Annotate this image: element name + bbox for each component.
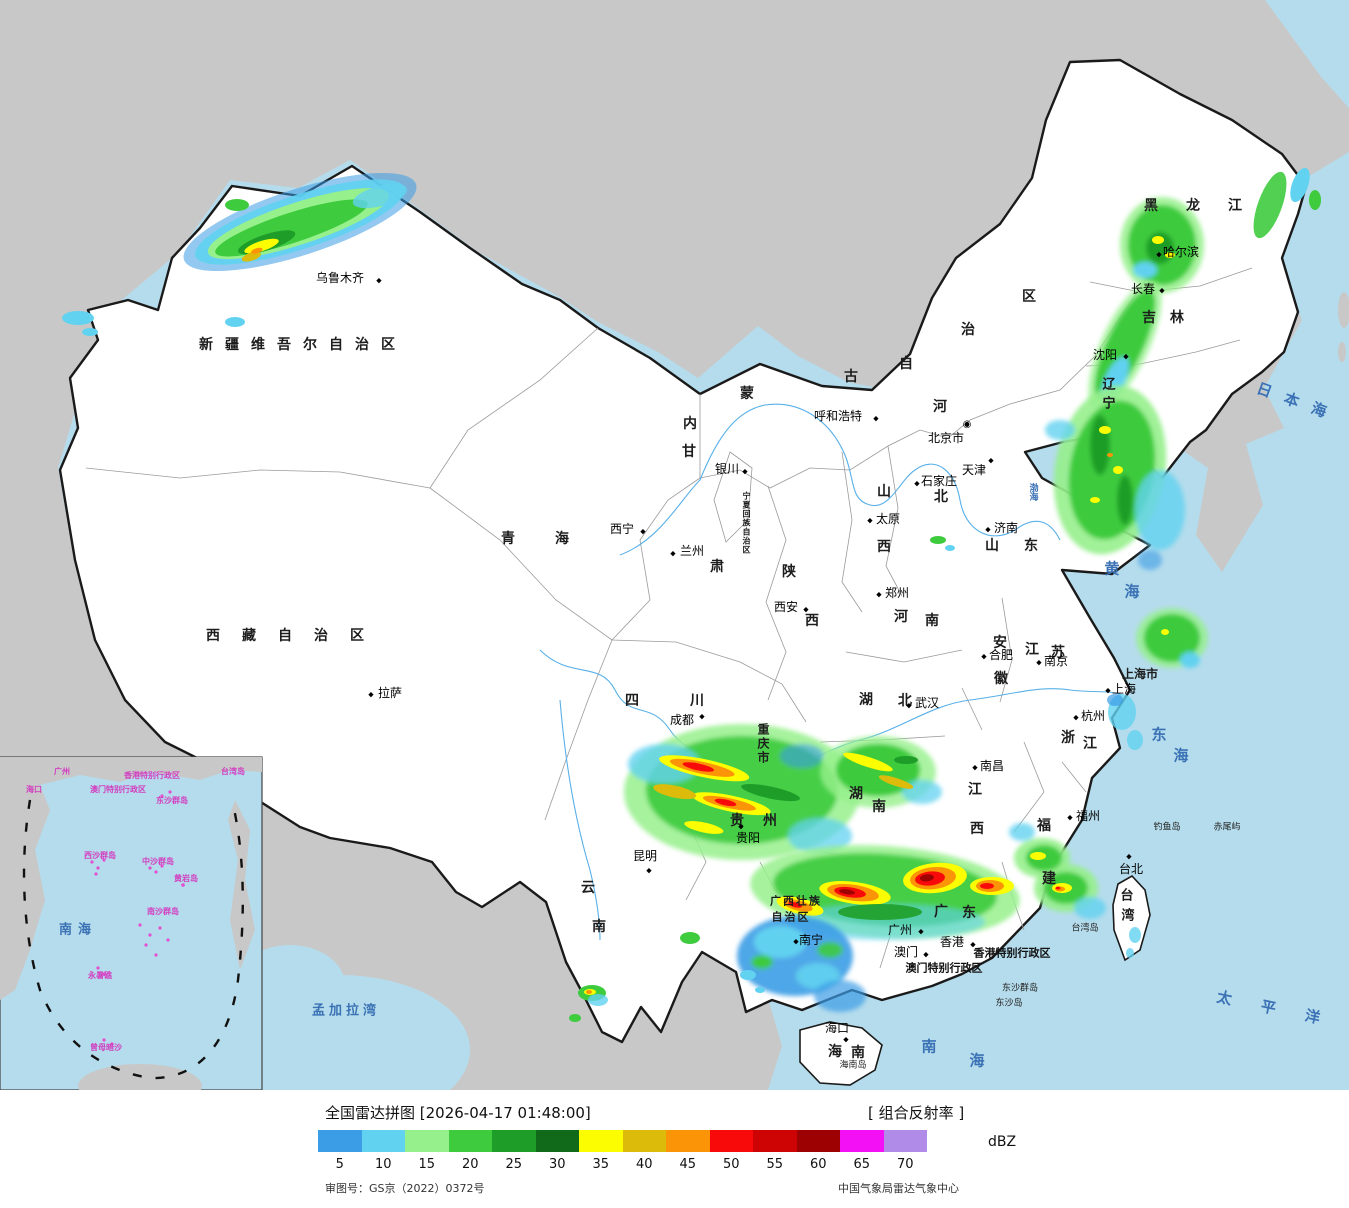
scale-value: 30: [548, 1157, 566, 1172]
echo-west-xinjiang: [62, 311, 245, 336]
scale-color-swatch: [492, 1130, 536, 1152]
echo-shanghai: [1107, 694, 1143, 750]
scale-step: 35: [579, 1130, 623, 1172]
scale-value: 50: [722, 1157, 740, 1172]
scale-color-swatch: [666, 1130, 710, 1152]
scale-color-swatch: [883, 1130, 927, 1152]
echo-liaodong: [1045, 385, 1185, 570]
inset-island-dots: [90, 790, 185, 1046]
scale-value: 15: [418, 1157, 436, 1172]
legend-panel: 全国雷达拼图 [2026-04-17 01:48:00] [ 组合反射率 ] 5…: [0, 1090, 1349, 1208]
map-approval-number: 审图号：GS京（2022）0372号: [325, 1182, 485, 1195]
radar-map: [0, 0, 1349, 1090]
hainan-island: [799, 1021, 883, 1086]
credit-label: 中国气象局雷达气象中心: [838, 1182, 959, 1195]
scale-value: 45: [679, 1157, 697, 1172]
scale-step: 5: [318, 1130, 362, 1172]
scale-value: 70: [896, 1157, 914, 1172]
scale-value: 65: [853, 1157, 871, 1172]
scale-step: 65: [840, 1130, 884, 1172]
scale-color-swatch: [535, 1130, 579, 1152]
legend-scale: 5 10 15 20 25 30 35 40 45 50 55 60 65 70: [318, 1130, 927, 1172]
scale-value: 60: [809, 1157, 827, 1172]
scale-value: 20: [461, 1157, 479, 1172]
taiwan-island: [1112, 874, 1151, 962]
scale-step: 50: [709, 1130, 753, 1172]
scale-color-swatch: [361, 1130, 405, 1152]
scale-color-swatch: [840, 1130, 884, 1152]
scale-value: 55: [766, 1157, 784, 1172]
foreign-land-north: [0, 0, 1349, 572]
scale-value: 40: [635, 1157, 653, 1172]
echo-hunan: [820, 736, 942, 808]
scale-color-swatch: [579, 1130, 623, 1152]
scale-step: 15: [405, 1130, 449, 1172]
scale-step: 20: [448, 1130, 492, 1172]
echo-yellow-sea: [1136, 608, 1208, 668]
echo-harbin: [1120, 197, 1204, 293]
scale-step: 45: [666, 1130, 710, 1172]
legend-unit-label: dBZ: [988, 1134, 1017, 1150]
inset-map: [0, 756, 263, 1090]
echo-hainan-west: [569, 985, 608, 1022]
scale-step: 30: [535, 1130, 579, 1172]
echo-far-northeast: [1253, 167, 1321, 239]
scale-color-swatch: [448, 1130, 492, 1152]
scale-color-swatch: [709, 1130, 753, 1152]
legend-product-label: [ 组合反射率 ]: [868, 1104, 965, 1122]
scale-color-swatch: [622, 1130, 666, 1152]
echo-west-guangxi: [680, 932, 700, 944]
scale-color-swatch: [753, 1130, 797, 1152]
scale-value: 25: [505, 1157, 523, 1172]
scale-value: 35: [592, 1157, 610, 1172]
echo-shijiazhuang: [930, 536, 946, 544]
scale-value: 5: [335, 1157, 344, 1172]
scale-color-swatch: [796, 1130, 840, 1152]
echo-nanning: [737, 916, 866, 1012]
radar-echoes: [62, 167, 1321, 1022]
echo-fujian: [1009, 823, 1106, 919]
scale-color-swatch: [318, 1130, 362, 1152]
scale-step: 60: [796, 1130, 840, 1172]
scale-step: 10: [361, 1130, 405, 1172]
scale-value: 10: [374, 1157, 392, 1172]
scale-step: 70: [883, 1130, 927, 1172]
echo-south-band: [750, 845, 1020, 940]
scale-step: 40: [622, 1130, 666, 1172]
legend-title: 全国雷达拼图 [2026-04-17 01:48:00]: [325, 1104, 591, 1122]
echo-taiwan: [1129, 927, 1141, 943]
scale-step: 25: [492, 1130, 536, 1172]
echo-southwest: [624, 724, 860, 860]
scale-step: 55: [753, 1130, 797, 1172]
echo-leizhou: [740, 970, 756, 980]
nine-dash-line: [22, 799, 244, 1080]
scale-color-swatch: [405, 1130, 449, 1152]
